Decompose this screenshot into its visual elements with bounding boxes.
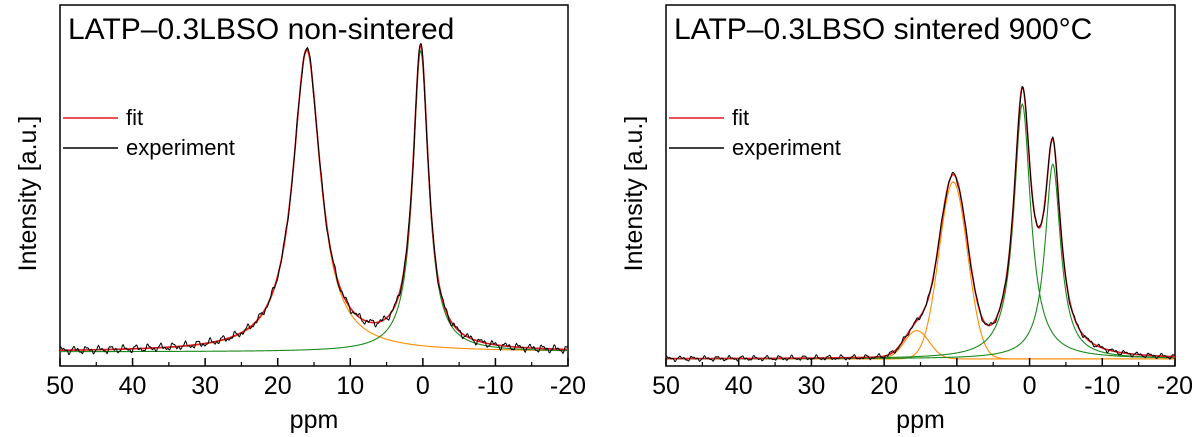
series-experiment [60,42,568,356]
plot-area [666,85,1175,362]
component-peak-2 [60,49,568,353]
legend-label: fit [732,105,749,130]
series-experiment [666,85,1175,362]
y-axis-title: Intensity [a.u.] [620,116,648,272]
x-tick-label: -10 [477,372,513,400]
panel-title: LATP–0.3LBSO non-sintered [68,13,454,46]
x-tick-label: 10 [943,372,971,400]
series-fit [60,42,568,352]
x-axis-title: ppm [290,406,339,434]
x-tick-label: 30 [191,372,219,400]
plot-frame [665,4,1176,367]
y-axis-title: Intensity [a.u.] [14,116,42,272]
panel-title: LATP–0.3LBSO sintered 900°C [674,13,1092,46]
x-tick-label: 50 [46,372,74,400]
x-tick-label: -20 [1157,372,1193,400]
x-tick-label: 50 [652,372,680,400]
component-peak-4 [666,163,1175,360]
x-tick-label: 20 [264,372,292,400]
x-tick-label: 30 [798,372,826,400]
x-tick-label: 40 [725,372,753,400]
x-tick-label: 10 [336,372,364,400]
legend-label: experiment [732,135,841,160]
x-tick-label: -10 [1084,372,1120,400]
chart-panel-2: 50 40 30 20 10 0 -10 -20 ppm Intensity [a.u.] LATP… [620,4,1193,434]
legend-label: fit [126,105,143,130]
plot-frame [59,4,569,367]
x-tick-label: 0 [416,372,430,400]
x-axis-title: ppm [896,406,945,434]
x-tick-label: 40 [119,372,147,400]
x-tick-label: 0 [1023,372,1037,400]
x-tick-label: 20 [870,372,898,400]
x-tick-label: -20 [550,372,586,400]
legend-label: experiment [126,135,235,160]
plot-area [60,42,568,356]
chart-panel-1: 50 40 30 20 10 0 -10 -20 ppm Intensity [a.u.] LATP… [14,4,586,434]
